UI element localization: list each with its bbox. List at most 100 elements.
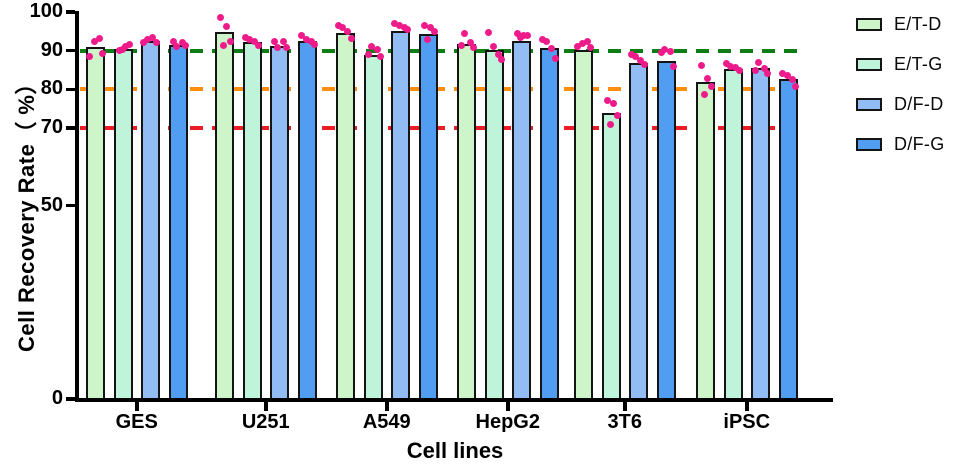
data-point-U251-D/F-D (271, 37, 278, 45)
legend-label: E/T-G (894, 54, 943, 74)
data-point-HepG2-D/F-D (517, 34, 524, 42)
data-point-A549-E/T-G (376, 53, 384, 60)
data-point-HepG2-D/F-G (547, 45, 555, 53)
data-point-A549-E/T-D (344, 28, 351, 36)
data-point-GES-D/F-D (149, 34, 156, 42)
data-point-A549-E/T-D (339, 23, 346, 31)
bar-A549-D/F-D (391, 30, 410, 401)
data-point-HepG2-E/T-D (458, 41, 465, 49)
bar-3T6-D/F-D (629, 63, 648, 401)
data-point-A549-D/F-D (404, 25, 411, 33)
reference-line-90 (80, 48, 802, 53)
data-point-3T6-E/T-D (584, 37, 591, 45)
bar-3T6-D/F-G (656, 60, 676, 401)
bar-HepG2-E/T-G (484, 49, 504, 401)
legend-item-D/F-D: D/F-D (856, 94, 945, 115)
x-axis-title: Cell lines (406, 438, 504, 463)
data-point-iPSC-E/T-D (704, 75, 711, 83)
legend-label: D/F-G (894, 134, 945, 154)
data-point-HepG2-D/F-D (524, 32, 531, 40)
data-point-3T6-E/T-G (613, 111, 621, 119)
data-point-A549-D/F-G (426, 23, 434, 31)
reference-line-70 (80, 126, 802, 131)
data-point-A549-E/T-D (335, 22, 342, 30)
x-tick-GES (135, 402, 139, 411)
data-point-iPSC-D/F-G (778, 69, 786, 77)
legend-label: E/T-D (894, 14, 942, 34)
y-axis-line (75, 11, 79, 402)
data-point-3T6-D/F-G (657, 49, 665, 57)
bar-HepG2-D/F-G (539, 48, 559, 401)
reference-line-80 (80, 87, 802, 92)
data-point-3T6-E/T-D (579, 40, 586, 48)
data-point-U251-E/T-G (245, 35, 253, 43)
legend-item-E/T-D: E/T-D (856, 14, 945, 35)
data-point-U251-E/T-D (227, 37, 234, 45)
legend-swatch-D/F-D (856, 98, 882, 111)
x-tick-3T6 (623, 402, 627, 411)
y-tick-label-90: 90 (40, 38, 63, 61)
data-point-iPSC-E/T-D (708, 82, 715, 90)
data-point-A549-E/T-G (367, 43, 375, 51)
data-point-HepG2-E/T-D (461, 30, 468, 38)
data-point-U251-D/F-D (280, 37, 287, 45)
y-tick-0 (66, 397, 75, 401)
bar-iPSC-D/F-G (778, 78, 798, 401)
y-tick-70 (66, 126, 75, 130)
data-point-U251-D/F-D (283, 43, 290, 51)
data-point-U251-E/T-D (223, 22, 230, 30)
y-tick-50 (66, 203, 75, 208)
data-point-A549-D/F-D (396, 22, 403, 30)
legend-label: D/F-D (894, 94, 944, 114)
data-point-iPSC-D/F-D (752, 66, 759, 74)
y-tick-80 (66, 87, 75, 92)
bar-3T6-E/T-D (574, 49, 593, 401)
bar-U251-E/T-G (242, 41, 262, 401)
x-tick-U251 (264, 402, 268, 411)
bar-GES-E/T-G (113, 48, 133, 401)
bar-HepG2-D/F-D (512, 41, 531, 401)
data-point-HepG2-E/T-G (484, 29, 492, 36)
data-point-iPSC-E/T-G (722, 59, 730, 67)
data-point-GES-D/F-D (144, 35, 151, 43)
bar-HepG2-E/T-D (457, 43, 476, 401)
legend-swatch-E/T-D (856, 18, 882, 31)
data-point-GES-E/T-G (118, 45, 126, 53)
data-point-A549-E/T-G (364, 51, 372, 59)
data-point-3T6-E/T-G (603, 96, 611, 104)
data-point-HepG2-D/F-D (514, 30, 521, 38)
data-point-A549-E/T-D (348, 34, 355, 42)
legend-item-D/F-G: D/F-G (856, 134, 945, 155)
data-point-U251-E/T-G (241, 34, 249, 42)
y-tick-100 (66, 10, 75, 14)
data-point-iPSC-D/F-D (761, 65, 768, 73)
data-point-U251-D/F-G (302, 35, 310, 43)
y-tick-label-50: 50 (40, 193, 63, 216)
bar-GES-D/F-D (141, 41, 160, 401)
data-point-iPSC-D/F-G (791, 83, 799, 91)
data-point-3T6-D/F-D (637, 56, 644, 64)
x-tick-label-U251: U251 (241, 411, 290, 433)
x-tick-label-HepG2: HepG2 (475, 411, 540, 433)
data-point-A549-E/T-G (373, 45, 381, 53)
x-tick-iPSC (745, 402, 749, 411)
bar-3T6-E/T-G (601, 112, 621, 401)
data-point-GES-E/T-D (99, 49, 106, 57)
data-point-HepG2-E/T-G (494, 51, 502, 59)
data-point-iPSC-E/T-G (726, 63, 734, 71)
data-point-3T6-E/T-D (574, 42, 581, 50)
x-tick-HepG2 (506, 402, 510, 411)
data-point-HepG2-E/T-D (470, 44, 477, 52)
data-point-iPSC-D/F-G (788, 76, 796, 84)
legend-item-E/T-G: E/T-G (856, 54, 945, 75)
data-point-GES-E/T-D (96, 35, 103, 43)
data-point-GES-D/F-G (169, 37, 177, 45)
bar-U251-E/T-D (215, 32, 234, 401)
x-tick-A549 (385, 402, 389, 411)
data-point-U251-E/T-D (217, 13, 224, 21)
data-point-3T6-D/F-D (628, 51, 635, 59)
data-point-GES-E/T-D (91, 37, 98, 45)
bar-A549-D/F-G (418, 34, 438, 401)
bar-A549-E/T-G (363, 54, 383, 401)
